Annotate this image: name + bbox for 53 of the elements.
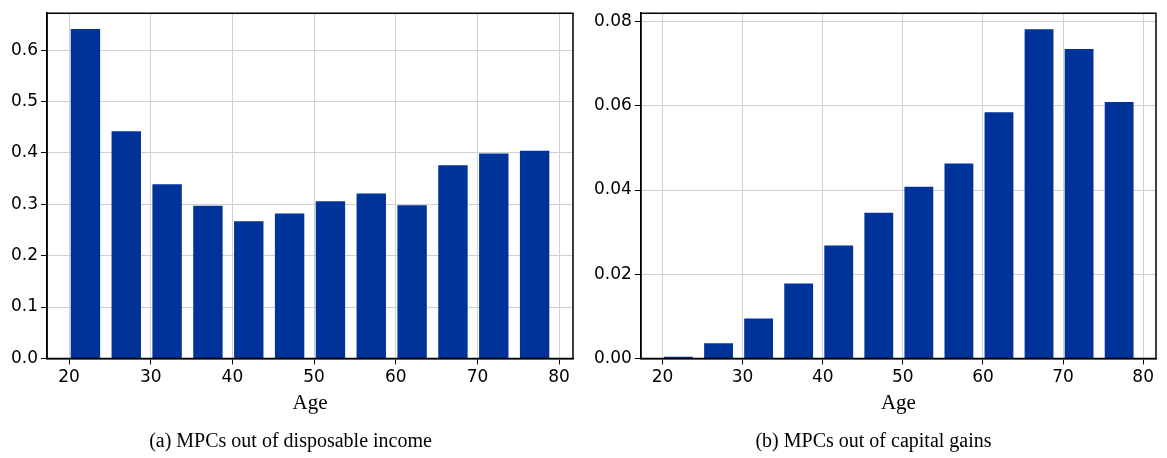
- bar: [944, 163, 974, 358]
- x-tick-label: 60: [972, 366, 994, 387]
- x-tick-label: 50: [892, 366, 914, 387]
- y-tick-label: 0.4: [10, 141, 39, 162]
- y-tick-label: 0.6: [10, 38, 39, 59]
- x-tick-label: 40: [221, 366, 244, 387]
- x-tick-label: 70: [1052, 366, 1074, 387]
- bar: [1064, 48, 1094, 358]
- y-tick-label: 0.1: [10, 295, 39, 316]
- bar: [438, 165, 468, 358]
- bar: [904, 186, 934, 358]
- bar: [479, 153, 509, 358]
- x-tick-label: 20: [58, 366, 80, 387]
- x-tick-label: 60: [384, 366, 407, 387]
- x-tick-label: 30: [139, 366, 162, 387]
- bar: [356, 193, 386, 358]
- bar: [111, 131, 141, 358]
- x-tick-label: 40: [811, 366, 834, 387]
- x-axis-title: Age: [880, 389, 916, 414]
- y-tick-label: 0.5: [10, 89, 39, 110]
- bar: [315, 201, 346, 358]
- x-tick-label: 70: [466, 366, 489, 387]
- text: (b) MPCs out of capital gains: [755, 429, 992, 453]
- bar: [1024, 29, 1054, 358]
- bar: [152, 184, 182, 358]
- y-tick-label: 0.0: [10, 346, 39, 367]
- bar: [193, 205, 223, 358]
- y-tick-label: 0.00: [593, 346, 632, 367]
- bar: [704, 343, 733, 358]
- bar: [744, 318, 774, 358]
- bar: [784, 283, 814, 358]
- bar: [519, 150, 550, 358]
- x-tick-label: 20: [651, 366, 674, 387]
- x-tick-label: 80: [1132, 366, 1154, 387]
- x-tick-label: 80: [548, 366, 570, 387]
- bar: [70, 29, 101, 358]
- bar: [1104, 102, 1134, 358]
- y-tick-label: 0.06: [593, 94, 632, 115]
- bar: [397, 205, 427, 358]
- y-tick-label: 0.3: [10, 192, 39, 213]
- y-tick-label: 0.2: [10, 244, 39, 265]
- bar: [864, 212, 894, 358]
- x-tick-label: 50: [303, 366, 325, 387]
- bar: [984, 112, 1014, 358]
- bar: [274, 213, 305, 358]
- text: (a) MPCs out of disposable income: [149, 429, 432, 453]
- y-tick-label: 0.04: [593, 178, 632, 199]
- y-tick-label: 0.08: [593, 10, 632, 31]
- x-axis-title: Age: [292, 389, 328, 414]
- y-tick-label: 0.02: [593, 262, 632, 283]
- bar: [234, 221, 264, 358]
- x-tick-label: 30: [731, 366, 754, 387]
- bar: [824, 245, 854, 358]
